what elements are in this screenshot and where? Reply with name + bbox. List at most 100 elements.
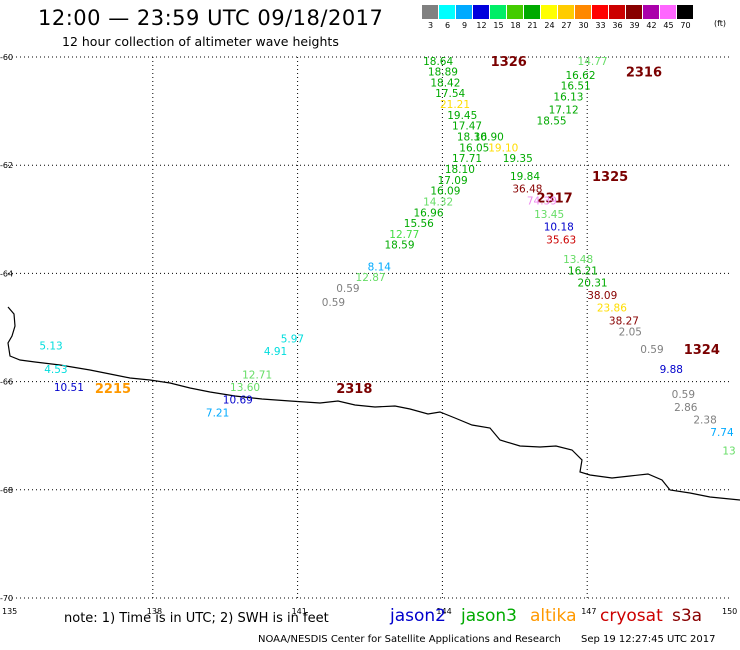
wave-height-value: 17.71 xyxy=(452,153,482,165)
wave-height-value: 19.45 xyxy=(447,110,477,122)
color-scale-cell: 30 xyxy=(575,5,592,31)
color-scale-cell: 6 xyxy=(439,5,456,31)
pass-number-label: 1324 xyxy=(684,343,720,358)
color-scale-cell: 3 xyxy=(422,5,439,31)
wave-height-value: 12.77 xyxy=(389,229,419,241)
wave-height-value: 16.05 xyxy=(459,142,489,154)
wave-height-value: 16.62 xyxy=(565,70,595,82)
wave-height-value: 18.42 xyxy=(430,77,460,89)
color-scale-legend: 3 6 9 12 15 18 21 24 27 30 33 36 39 42 45 70 xyxy=(422,5,694,31)
longitude-tick-label: 138 xyxy=(147,607,162,616)
wave-height-value: 16.96 xyxy=(413,207,443,219)
wave-height-value: 19.10 xyxy=(488,142,518,154)
wave-height-value: 8.14 xyxy=(368,261,392,273)
color-scale-label: 70 xyxy=(680,21,691,30)
wave-height-value: 74.39 xyxy=(527,195,557,207)
wave-height-value: 0.59 xyxy=(672,389,695,401)
wave-height-value: 18.59 xyxy=(384,240,414,252)
longitude-tick-label: 144 xyxy=(436,607,451,616)
wave-height-value: 16.21 xyxy=(568,266,598,278)
wave-height-value: 10.18 xyxy=(544,221,574,233)
wave-height-value: 4.53 xyxy=(44,364,67,376)
wave-height-value: 0.59 xyxy=(336,283,359,295)
wave-height-value: 23.86 xyxy=(597,302,627,314)
wave-height-value: 17.47 xyxy=(452,121,482,133)
color-scale-label: 21 xyxy=(527,21,538,30)
latitude-tick-label: -62 xyxy=(0,161,13,170)
color-scale-cell: 36 xyxy=(609,5,626,31)
wave-height-value: 5.13 xyxy=(39,340,62,352)
color-scale-swatch xyxy=(524,5,541,19)
color-scale-cell: 39 xyxy=(626,5,643,31)
wave-height-value: 18.89 xyxy=(428,67,458,79)
color-scale-cell: 12 xyxy=(473,5,490,31)
color-scale-label: 18 xyxy=(510,21,521,30)
color-scale-swatch xyxy=(592,5,609,19)
color-scale-swatch xyxy=(439,5,456,19)
color-scale-label: 36 xyxy=(612,21,623,30)
chart-title: 12:00 — 23:59 UTC 09/18/2017 xyxy=(38,6,384,30)
chart-subtitle: 12 hour collection of altimeter wave hei… xyxy=(62,34,339,49)
wave-height-value: 12.71 xyxy=(242,370,272,382)
pass-number-labels: 1326 2316 1325 2317 1324 2215 2318 xyxy=(95,55,720,397)
satellite-legend-s3a: s3a xyxy=(672,606,703,626)
wave-height-value: 15.56 xyxy=(404,218,434,230)
longitude-tick-label: 141 xyxy=(292,607,307,616)
color-scale-swatch xyxy=(660,5,677,19)
wave-height-value: 18.10 xyxy=(445,164,475,176)
wave-height-value: 2.38 xyxy=(693,414,716,426)
wave-height-value: 13 xyxy=(722,445,735,457)
wave-height-value: 16.13 xyxy=(553,91,583,103)
color-scale-label: 39 xyxy=(629,21,640,30)
color-scale-swatch xyxy=(609,5,626,19)
axis-tick-labels: 135 138 141 144 147 150 -60 -62 -64 -66 -68 -70 xyxy=(0,53,737,616)
color-scale-label: 30 xyxy=(578,21,589,30)
pass-number-label: 2215 xyxy=(95,382,131,397)
wave-height-value: 18.30 xyxy=(457,132,487,144)
pass-number-label: 2316 xyxy=(626,66,662,81)
wave-height-value: 16.51 xyxy=(561,81,591,93)
wave-height-value: 5.97 xyxy=(281,333,304,345)
color-scale-cell: 27 xyxy=(558,5,575,31)
wave-height-value: 14.32 xyxy=(423,196,453,208)
wave-height-values: 18.6418.8918.4217.5421.2119.4517.4718.30… xyxy=(39,56,735,458)
color-scale-label: 9 xyxy=(461,21,468,30)
color-scale-swatch xyxy=(575,5,592,19)
color-scale-label: 42 xyxy=(646,21,657,30)
wave-height-value: 36.48 xyxy=(512,183,542,195)
satellite-legend-altika: altika xyxy=(530,606,577,626)
color-scale-label: 12 xyxy=(476,21,487,30)
color-scale-cell: 24 xyxy=(541,5,558,31)
color-scale-cell: 42 xyxy=(643,5,660,31)
latitude-tick-label: -64 xyxy=(0,269,13,278)
longitude-tick-label: 150 xyxy=(722,607,737,616)
pass-number-label: 2318 xyxy=(336,382,372,397)
generated-timestamp: Sep 19 12:27:45 UTC 2017 xyxy=(581,634,716,645)
latitude-tick-label: -60 xyxy=(0,53,13,62)
color-scale-label: 6 xyxy=(444,21,451,30)
wave-height-value: 10.51 xyxy=(54,382,84,394)
color-scale-swatch xyxy=(507,5,524,19)
wave-height-value: 7.74 xyxy=(710,427,734,439)
color-scale-label: 3 xyxy=(427,21,434,30)
wave-height-value: 19.84 xyxy=(510,171,540,183)
color-scale-swatch xyxy=(422,5,439,19)
pass-number-label: 2317 xyxy=(537,192,573,207)
grid-lines xyxy=(8,56,732,599)
wave-height-value: 38.27 xyxy=(609,315,639,327)
wave-height-value: 16.90 xyxy=(474,132,504,144)
wave-height-value: 4.91 xyxy=(264,346,287,358)
wave-height-value: 13.48 xyxy=(563,254,593,266)
latitude-tick-label: -68 xyxy=(0,486,13,495)
color-scale-label: 45 xyxy=(663,21,674,30)
color-scale-cell: 15 xyxy=(490,5,507,31)
wave-height-value: 16.09 xyxy=(430,186,460,198)
color-scale-cell: 70 xyxy=(677,5,694,31)
satellite-legend-jason2: jason2 xyxy=(390,606,446,626)
wave-height-value: 18.55 xyxy=(537,115,567,127)
wave-height-value: 17.12 xyxy=(549,104,579,116)
wave-height-value: 7.21 xyxy=(206,407,229,419)
color-scale-label: 24 xyxy=(544,21,555,30)
color-scale-cell: 9 xyxy=(456,5,473,31)
color-scale-swatch xyxy=(541,5,558,19)
